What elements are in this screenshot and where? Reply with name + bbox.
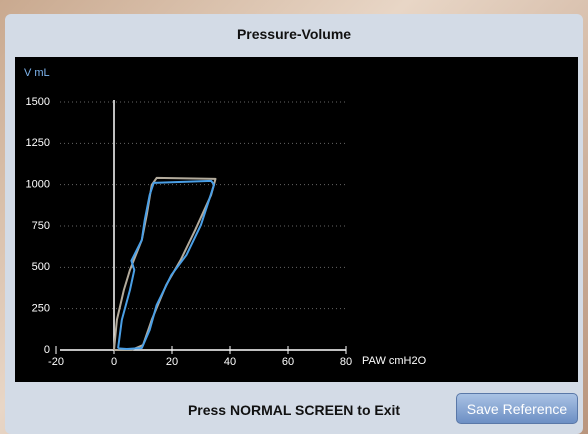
x-tick-label: -20 [48, 356, 64, 368]
y-tick-label: 1250 [26, 137, 50, 149]
y-tick-label: 250 [32, 303, 50, 315]
x-tick-label: 40 [224, 356, 236, 368]
x-tick-label: 20 [166, 356, 178, 368]
y-tick-label: 500 [32, 261, 50, 273]
y-tick-label: 750 [32, 220, 50, 232]
save-reference-button[interactable]: Save Reference [456, 393, 578, 424]
chart: V mL PAW cmH2O 0 250 500 750 1000 1250 1500 -20… [0, 0, 588, 434]
y-tick-label: 1500 [26, 96, 50, 108]
x-tick-label: 60 [282, 356, 294, 368]
x-tick-label: 80 [340, 356, 352, 368]
screen: Pressure-Volume V mL PAW cmH2O 025050075… [0, 0, 588, 434]
x-tick-label: 0 [111, 356, 117, 368]
y-tick-label: 0 [44, 344, 50, 356]
y-tick-label: 1000 [26, 179, 50, 191]
plot-background [15, 57, 578, 382]
y-axis-label: V mL [24, 67, 50, 79]
x-axis-label: PAW cmH2O [362, 355, 427, 367]
